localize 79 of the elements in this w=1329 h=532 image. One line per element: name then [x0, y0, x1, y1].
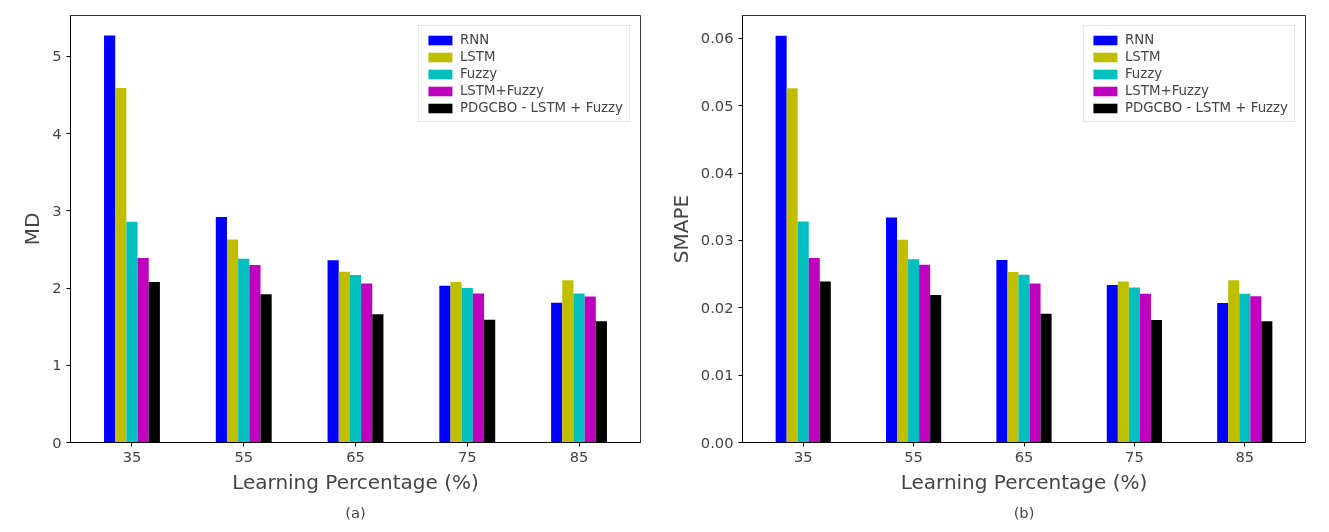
bar: [104, 35, 116, 443]
x-tick-label: 75: [457, 447, 477, 465]
bar: [349, 274, 362, 443]
bar: [439, 285, 451, 443]
bar: [551, 302, 563, 443]
bar: [1007, 272, 1019, 443]
y-axis-title: MD: [20, 212, 45, 246]
y-axis-title: SMAPE: [668, 194, 693, 264]
bar: [1106, 284, 1118, 443]
bar: [897, 239, 909, 443]
x-tick-label: 35: [793, 447, 813, 465]
x-tick-label: 65: [346, 447, 365, 465]
bar: [472, 293, 485, 443]
y-tick-label: 0.04: [700, 164, 734, 182]
bar: [126, 221, 138, 443]
legend-label: RNN: [459, 32, 490, 47]
bar: [908, 259, 920, 443]
y-tick-label: 5: [52, 47, 62, 65]
bar: [919, 264, 931, 443]
y-tick-label: 0.06: [700, 29, 734, 47]
bar: [1239, 293, 1251, 443]
bar: [1217, 303, 1229, 443]
legend-label: Fuzzy: [459, 66, 498, 81]
legend-label: LSTM+Fuzzy: [1124, 83, 1209, 98]
bar: [137, 257, 149, 443]
y-tick-label: 0.03: [700, 231, 734, 249]
y-tick-label: 0.02: [700, 298, 734, 316]
bar: [562, 280, 574, 443]
bar: [1139, 293, 1151, 443]
legend-label: Fuzzy: [1124, 66, 1163, 81]
text: (a): [345, 503, 366, 521]
y-tick-label: 3: [52, 201, 62, 219]
bar: [215, 217, 227, 443]
bar: [1117, 281, 1129, 443]
legend-label: RNN: [1124, 32, 1155, 47]
bar: [1029, 283, 1041, 443]
bar: [1250, 296, 1262, 443]
bar: [327, 260, 339, 443]
bar: [797, 221, 809, 443]
bar: [775, 35, 787, 443]
bar: [238, 258, 250, 443]
y-tick-label: 1: [52, 356, 62, 374]
legend-label: LSTM: [459, 49, 496, 64]
bar: [461, 288, 473, 443]
bar: [573, 293, 585, 443]
bar: [226, 239, 239, 443]
bar: [115, 88, 127, 443]
x-axis-title: Learning Percentage (%): [900, 469, 1148, 494]
bar: [1228, 280, 1240, 443]
x-tick-label: 85: [1235, 447, 1255, 465]
bar: [361, 283, 373, 443]
x-axis-title: Learning Percentage (%): [232, 469, 479, 494]
legend-label: PDGCBO - LSTM + Fuzzy: [459, 100, 623, 115]
y-tick-label: 2: [52, 279, 62, 297]
legend-label: LSTM: [1124, 49, 1161, 64]
bar: [450, 281, 462, 443]
y-tick-label: 0.05: [700, 96, 734, 114]
y-tick-label: 0.00: [700, 433, 734, 451]
legend-label: LSTM+Fuzzy: [459, 83, 544, 98]
bar: [808, 257, 820, 443]
y-tick-label: 4: [52, 124, 62, 142]
bar: [996, 259, 1008, 443]
text: (b): [1013, 503, 1035, 521]
legend-label: PDGCBO - LSTM + Fuzzy: [1124, 100, 1288, 115]
bar: [886, 217, 898, 443]
x-tick-label: 55: [234, 447, 254, 465]
y-tick-label: 0: [52, 433, 62, 451]
x-tick-label: 55: [904, 447, 923, 465]
bar: [338, 271, 350, 443]
bar: [1018, 274, 1030, 443]
bar: [1128, 287, 1140, 443]
x-tick-label: 35: [122, 447, 142, 465]
bar: [786, 88, 798, 443]
y-tick-label: 0.01: [700, 366, 734, 384]
bar: [584, 296, 596, 443]
x-tick-label: 75: [1125, 447, 1144, 465]
x-tick-label: 85: [569, 447, 589, 465]
bar: [249, 264, 261, 443]
x-tick-label: 65: [1014, 447, 1034, 465]
